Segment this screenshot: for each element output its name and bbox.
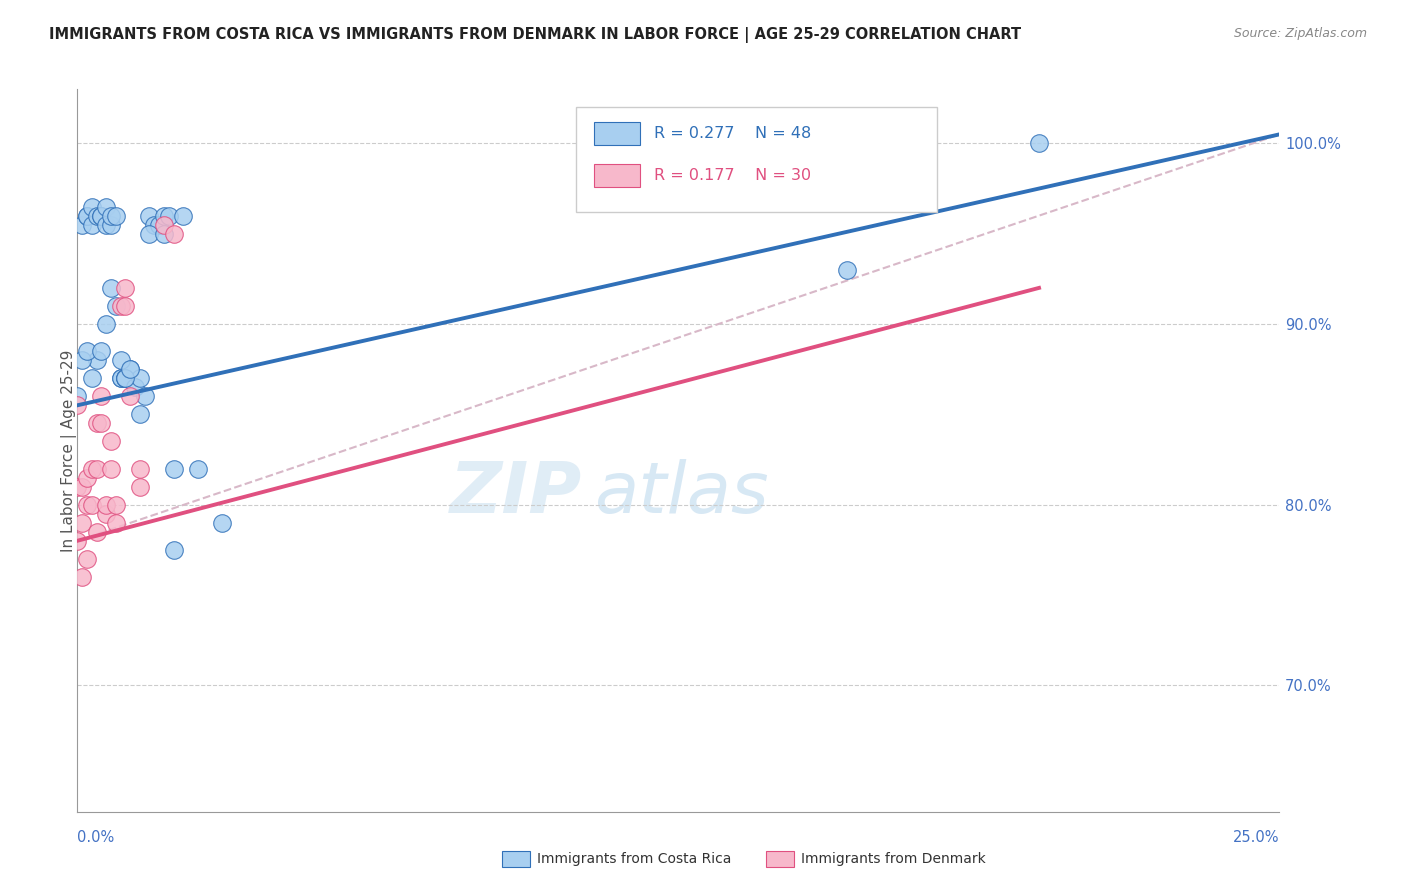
Point — [211, 516, 233, 530]
Point — [100, 281, 122, 295]
Point — [114, 371, 136, 385]
Point — [86, 524, 108, 539]
Text: 0.0%: 0.0% — [77, 830, 114, 845]
Text: Immigrants from Denmark: Immigrants from Denmark — [801, 852, 986, 866]
Point — [162, 461, 184, 475]
Point — [80, 498, 103, 512]
Point — [120, 362, 142, 376]
Point — [70, 516, 93, 530]
Point — [162, 542, 184, 557]
Point — [80, 461, 103, 475]
Text: ZIP: ZIP — [450, 459, 582, 528]
Point — [70, 353, 93, 368]
Point — [187, 461, 209, 475]
Point — [104, 516, 127, 530]
Point — [66, 389, 89, 403]
Point — [76, 470, 98, 484]
Point — [90, 344, 112, 359]
FancyBboxPatch shape — [595, 121, 640, 145]
Point — [157, 209, 180, 223]
Point — [90, 209, 112, 223]
Point — [114, 281, 136, 295]
Point — [110, 299, 132, 313]
Text: Source: ZipAtlas.com: Source: ZipAtlas.com — [1233, 27, 1367, 40]
Point — [104, 498, 127, 512]
Point — [86, 209, 108, 223]
Point — [100, 218, 122, 232]
Point — [104, 299, 127, 313]
Point — [128, 461, 150, 475]
Point — [138, 227, 160, 241]
Point — [110, 371, 132, 385]
Point — [70, 479, 93, 493]
Point — [104, 209, 127, 223]
Point — [76, 551, 98, 566]
Point — [80, 218, 103, 232]
Text: Immigrants from Costa Rica: Immigrants from Costa Rica — [537, 852, 731, 866]
Point — [138, 209, 160, 223]
Point — [86, 353, 108, 368]
Point — [120, 362, 142, 376]
Point — [80, 200, 103, 214]
Point — [148, 218, 170, 232]
Point — [86, 417, 108, 431]
Point — [1028, 136, 1050, 151]
Point — [128, 407, 150, 422]
Point — [128, 479, 150, 493]
Point — [100, 461, 122, 475]
FancyBboxPatch shape — [595, 163, 640, 186]
Text: R = 0.277    N = 48: R = 0.277 N = 48 — [654, 126, 811, 141]
Text: 25.0%: 25.0% — [1233, 830, 1279, 845]
Point — [134, 389, 156, 403]
Point — [76, 209, 98, 223]
Point — [76, 209, 98, 223]
Point — [110, 353, 132, 368]
Point — [70, 570, 93, 584]
Point — [153, 218, 176, 232]
Point — [90, 389, 112, 403]
Point — [66, 533, 89, 548]
Point — [100, 209, 122, 223]
Point — [110, 371, 132, 385]
Y-axis label: In Labor Force | Age 25-29: In Labor Force | Age 25-29 — [60, 350, 77, 551]
Point — [162, 227, 184, 241]
Text: R = 0.177    N = 30: R = 0.177 N = 30 — [654, 168, 811, 183]
Point — [86, 461, 108, 475]
Point — [66, 398, 89, 412]
Point — [80, 371, 103, 385]
Point — [153, 209, 176, 223]
Point — [76, 498, 98, 512]
Point — [96, 498, 118, 512]
Point — [96, 200, 118, 214]
Point — [96, 507, 118, 521]
Point — [96, 218, 118, 232]
Point — [66, 479, 89, 493]
Point — [90, 417, 112, 431]
Point — [70, 218, 93, 232]
Point — [124, 380, 146, 394]
Text: IMMIGRANTS FROM COSTA RICA VS IMMIGRANTS FROM DENMARK IN LABOR FORCE | AGE 25-29: IMMIGRANTS FROM COSTA RICA VS IMMIGRANTS… — [49, 27, 1021, 43]
Point — [76, 344, 98, 359]
FancyBboxPatch shape — [576, 107, 936, 212]
Point — [153, 227, 176, 241]
Point — [114, 299, 136, 313]
Point — [114, 371, 136, 385]
Text: atlas: atlas — [595, 459, 769, 528]
Point — [96, 317, 118, 331]
Point — [172, 209, 194, 223]
Point — [90, 209, 112, 223]
Point — [100, 434, 122, 449]
Point — [114, 371, 136, 385]
Point — [128, 371, 150, 385]
Point — [120, 389, 142, 403]
Point — [835, 262, 858, 277]
Point — [143, 218, 166, 232]
